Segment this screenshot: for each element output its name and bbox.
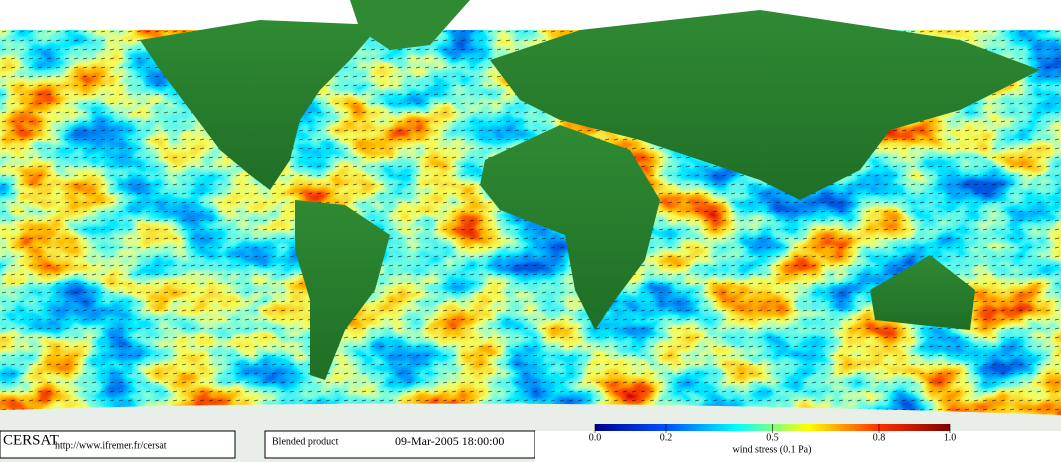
url[interactable]: http://www.ifremer.fr/cersat [55,440,167,451]
colorbar-title: wind stress (0.1 Pa) [733,444,812,455]
colorbar-tick-label: 0.2 [660,432,673,443]
colorbar-ticks: 0.0 0.2 0.5 0.8 1.0 [589,424,957,443]
logo: CERSAT [3,432,59,448]
timestamp: 09-Mar-2005 18:00:00 [395,434,504,448]
colorbar-box [535,431,1061,462]
source-box [0,430,236,459]
colorbar-tick-label: 0.0 [589,432,602,443]
product-box [264,430,536,459]
colorbar-tick-label: 0.8 [873,432,886,443]
colorbar-tick-label: 1.0 [944,432,957,443]
colorbar-tick-label: 0.5 [766,432,779,443]
footer: CERSAT http://www.ifremer.fr/cersat Blen… [0,424,1061,462]
product: Blended product [272,436,339,447]
